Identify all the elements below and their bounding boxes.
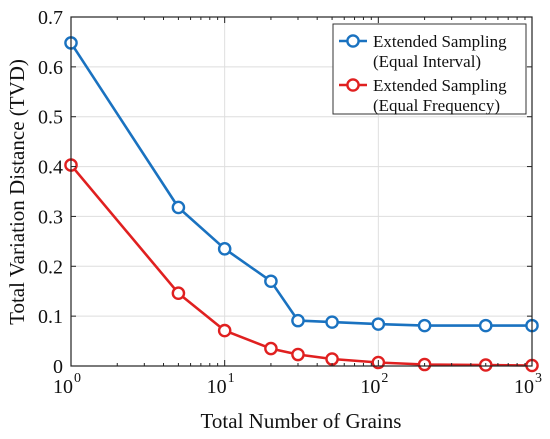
legend-label: Extended Sampling xyxy=(373,32,507,51)
y-tick-label: 0 xyxy=(53,356,63,378)
data-point xyxy=(325,315,339,329)
x-axis-title: Total Number of Grains xyxy=(201,409,402,433)
ticks: 00.10.20.30.40.50.60.710 0 10 1 10 2 10 3 xyxy=(38,7,542,398)
data-point xyxy=(417,318,432,333)
legend-box xyxy=(332,23,527,115)
series-line xyxy=(70,164,533,367)
y-tick-label: 0.4 xyxy=(38,157,63,179)
legend-label: (Equal Frequency) xyxy=(373,96,500,115)
x-tick-base: 10 xyxy=(514,376,534,398)
legend-marker xyxy=(346,34,360,48)
data-point xyxy=(291,347,305,362)
data-point xyxy=(217,323,232,338)
legend-marker xyxy=(346,78,360,92)
x-tick-base: 10 xyxy=(360,376,380,398)
x-tick-label: 10 0 xyxy=(53,371,81,398)
legend-label: (Equal Interval) xyxy=(373,52,481,71)
y-tick-label: 0.6 xyxy=(38,57,63,79)
x-tick-exponent: 1 xyxy=(228,371,235,386)
y-tick-label: 0.3 xyxy=(38,206,63,228)
y-tick-label: 0.1 xyxy=(38,306,63,328)
series-layer xyxy=(64,36,539,373)
x-tick-label: 10 2 xyxy=(360,371,388,398)
x-tick-label: 10 1 xyxy=(207,371,235,398)
data-point xyxy=(217,242,232,256)
data-point xyxy=(264,274,278,289)
series-line xyxy=(69,42,532,327)
data-point xyxy=(171,286,186,301)
data-point xyxy=(171,200,186,215)
y-tick-label: 0.7 xyxy=(38,7,63,29)
data-point xyxy=(371,317,386,331)
series-1 xyxy=(64,36,539,333)
y-axis-title: Total Variation Distance (TVD) xyxy=(5,59,29,325)
x-tick-label: 10 3 xyxy=(514,371,542,398)
x-tick-base: 10 xyxy=(207,376,227,398)
legend: Extended Sampling(Equal Interval)Extende… xyxy=(332,23,527,115)
x-tick-base: 10 xyxy=(53,376,73,398)
data-point xyxy=(264,341,278,356)
y-tick-label: 0.5 xyxy=(38,107,63,129)
legend-label: Extended Sampling xyxy=(373,76,507,95)
x-tick-exponent: 3 xyxy=(535,371,542,386)
x-tick-exponent: 2 xyxy=(381,371,388,386)
x-tick-exponent: 0 xyxy=(74,371,81,386)
data-point xyxy=(325,352,339,366)
data-point xyxy=(291,313,305,328)
plot-frame xyxy=(70,16,533,367)
data-point xyxy=(478,318,493,333)
y-tick-label: 0.2 xyxy=(38,256,63,278)
